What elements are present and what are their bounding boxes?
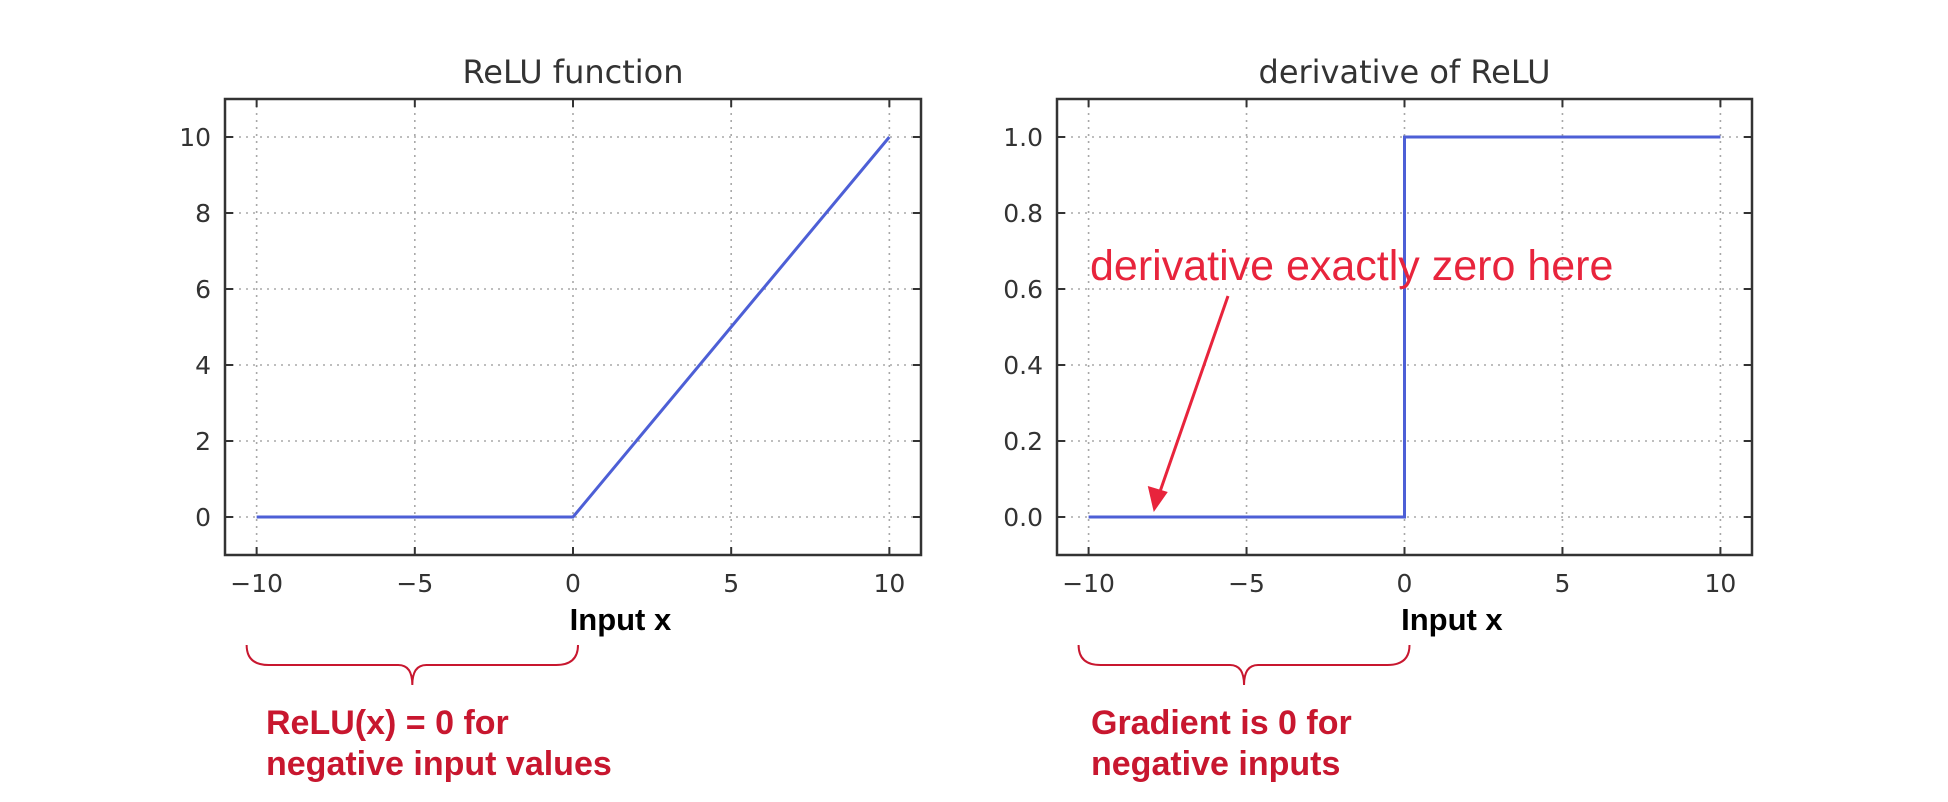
derivative-xtick-label-1: −5 bbox=[1228, 569, 1265, 598]
derivative-ytick-label-3: 0.6 bbox=[1003, 275, 1043, 304]
derivative-annotation-0: derivative exactly zero here bbox=[1090, 242, 1613, 290]
relu-ytick-label-0: 0 bbox=[195, 503, 211, 532]
relu-xtick-label-3: 5 bbox=[723, 569, 739, 598]
derivative-series-0 bbox=[1088, 135, 1721, 519]
right-callout-line2: negative inputs bbox=[1091, 745, 1341, 783]
derivative-ytick-label-5: 1.0 bbox=[1003, 123, 1043, 152]
relu-xlabel: Input x bbox=[570, 602, 672, 637]
relu-plot-frame bbox=[223, 97, 923, 557]
left-callout-text: ReLU(x) = 0 for negative input values bbox=[266, 703, 612, 785]
derivative-xtick-label-0: −10 bbox=[1062, 569, 1115, 598]
relu-xtick-label-0: −10 bbox=[230, 569, 283, 598]
derivative-ytick-label-2: 0.4 bbox=[1003, 351, 1043, 380]
derivative-title: derivative of ReLU bbox=[1259, 53, 1551, 91]
derivative-annotation-arrow-0 bbox=[1156, 295, 1230, 499]
derivative-xtick-label-4: 10 bbox=[1705, 569, 1737, 598]
left-callout-line2: negative input values bbox=[266, 745, 612, 783]
derivative-chart: −10 −5 0 5 10 0.0 0.2 0.4 0.6 0.8 1.0 derivative of… bbox=[1003, 53, 1754, 637]
derivative-xtick-label-3: 5 bbox=[1555, 569, 1571, 598]
derivative-ytick-label-1: 0.2 bbox=[1003, 427, 1043, 456]
relu-ytick-label-4: 8 bbox=[195, 199, 211, 228]
right-callout-text: Gradient is 0 for negative inputs bbox=[1091, 703, 1352, 785]
relu-xtick-label-2: 0 bbox=[565, 569, 581, 598]
relu-series-0 bbox=[256, 136, 891, 519]
relu-ytick-label-1: 2 bbox=[195, 427, 211, 456]
right-callout-brace bbox=[1077, 644, 1411, 686]
left-callout-brace bbox=[245, 644, 579, 686]
relu-xtick-label-1: −5 bbox=[396, 569, 433, 598]
derivative-xtick-label-2: 0 bbox=[1397, 569, 1413, 598]
derivative-xlabel: Input x bbox=[1401, 602, 1503, 637]
left-callout-line1: ReLU(x) = 0 for bbox=[266, 704, 509, 742]
relu-ytick-label-3: 6 bbox=[195, 275, 211, 304]
derivative-ytick-label-0: 0.0 bbox=[1003, 503, 1043, 532]
relu-ytick-label-5: 10 bbox=[179, 123, 211, 152]
relu-xtick-label-4: 10 bbox=[873, 569, 905, 598]
right-callout-line1: Gradient is 0 for bbox=[1091, 704, 1352, 742]
derivative-annotation-arrowhead-0 bbox=[1147, 486, 1168, 512]
relu-title: ReLU function bbox=[462, 53, 683, 91]
relu-chart: −10 −5 0 5 10 0 2 4 6 8 10 ReLU function Input x bbox=[179, 53, 923, 637]
derivative-ytick-label-4: 0.8 bbox=[1003, 199, 1043, 228]
relu-ytick-label-2: 4 bbox=[195, 351, 211, 380]
